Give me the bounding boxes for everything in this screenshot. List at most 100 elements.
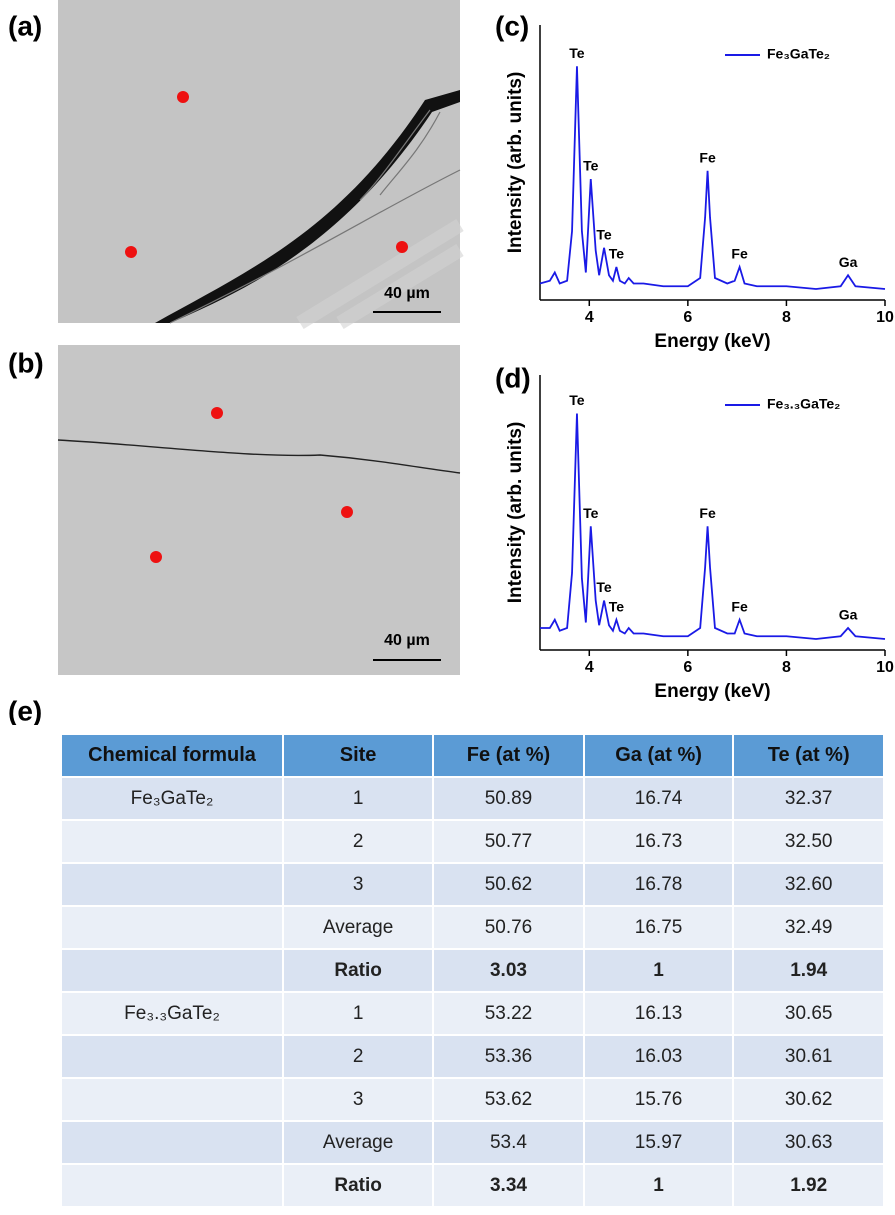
x-axis-label: Energy (keV)	[654, 681, 770, 702]
formula-cell	[59, 1077, 285, 1122]
table-cell: 16.73	[582, 819, 735, 864]
peak-label: Fe	[699, 149, 716, 165]
formula-cell	[59, 905, 285, 950]
table-row: 2 53.36 16.03 30.61	[59, 1034, 885, 1079]
table-row: 2 50.77 16.73 32.50	[59, 819, 885, 864]
x-tick-label: 6	[683, 659, 692, 676]
table-cell: 16.13	[582, 991, 735, 1036]
table-cell: 30.65	[732, 991, 885, 1036]
peak-label: Ga	[839, 254, 858, 270]
table-cell: 16.75	[582, 905, 735, 950]
formula-cell	[59, 862, 285, 907]
panel-label: (e)	[8, 695, 42, 725]
formula-cell	[59, 1120, 285, 1165]
table-row: 3 53.62 15.76 30.62	[59, 1077, 885, 1122]
table-cell: 16.78	[582, 862, 735, 907]
table-cell: 53.4	[432, 1120, 585, 1165]
peak-label: Te	[596, 226, 612, 242]
peak-label: Fe	[731, 598, 748, 614]
spectrum-line	[539, 66, 886, 290]
peak-label: Te	[583, 505, 599, 521]
peak-label: Ga	[839, 607, 858, 623]
table-cell: 50.76	[432, 905, 585, 950]
table-cell: 32.50	[732, 819, 885, 864]
x-tick-label: 10	[876, 309, 894, 326]
table-row: Ratio 3.34 1 1.92	[59, 1163, 885, 1208]
table-cell: 3.34	[432, 1163, 585, 1208]
table-cell: Average	[282, 1120, 435, 1165]
table-cell: 15.76	[582, 1077, 735, 1122]
table-cell: 30.61	[732, 1034, 885, 1079]
table-cell: 2	[282, 1034, 435, 1079]
table-cell: 3	[282, 1077, 435, 1122]
header-cell: Ga (at %)	[582, 733, 735, 778]
table-cell: 32.37	[732, 776, 885, 821]
header-cell: Chemical formula	[59, 733, 285, 778]
table-cell: 50.62	[432, 862, 585, 907]
legend-label: Fe₃GaTe₂	[767, 46, 830, 62]
table-cell: 1.92	[732, 1163, 885, 1208]
peak-label: Te	[569, 392, 585, 408]
spectrum-line	[540, 413, 886, 640]
peak-label: Te	[583, 158, 599, 174]
formula-cell: Fe₃GaTe₂	[59, 776, 285, 821]
table-row: Ratio 3.03 1 1.94	[59, 948, 885, 993]
table-cell: 50.77	[432, 819, 585, 864]
table-cell: 50.89	[432, 776, 585, 821]
formula-cell	[59, 1034, 285, 1079]
x-tick-label: 6	[683, 309, 692, 326]
peak-label: Fe	[699, 505, 716, 521]
table-cell: 1	[582, 1163, 735, 1208]
table-cell: 1	[282, 776, 435, 821]
figure: (a) (b) (c) (d) (e) 40 µm 40 µm 4 6 8 10 Ene…	[8, 0, 894, 725]
table-row: Fe₃GaTe₂ 1 50.89 16.74 32.37	[59, 776, 885, 821]
table-cell: 30.62	[732, 1077, 885, 1122]
y-axis-label: Intensity (arb. units)	[505, 72, 526, 254]
table-row: Fe₃.₃GaTe₂ 1 53.22 16.13 30.65	[59, 991, 885, 1036]
formula-cell	[59, 1163, 285, 1208]
table-cell: 1	[582, 948, 735, 993]
table-cell: 2	[282, 819, 435, 864]
table-row: Average 50.76 16.75 32.49	[59, 905, 885, 950]
table-cell: 16.03	[582, 1034, 735, 1079]
table-cell: 53.22	[432, 991, 585, 1036]
scale-bar-label: 40 µm	[384, 285, 430, 302]
x-tick-label: 4	[585, 309, 594, 326]
x-tick-label: 8	[782, 309, 791, 326]
table-row: 3 50.62 16.78 32.60	[59, 862, 885, 907]
table-cell: 32.60	[732, 862, 885, 907]
peak-label: Te	[609, 598, 625, 614]
header-cell: Te (at %)	[732, 733, 885, 778]
peak-label: Fe	[731, 246, 748, 262]
table-cell: 1	[282, 991, 435, 1036]
y-axis-label: Intensity (arb. units)	[505, 422, 526, 604]
peak-label: Te	[596, 579, 612, 595]
table-cell: Ratio	[282, 948, 435, 993]
sem-image: 40 µm	[57, 345, 461, 675]
table-cell: 53.62	[432, 1077, 585, 1122]
panel-label: (c)	[495, 10, 529, 41]
table-cell: 3	[282, 862, 435, 907]
table-cell: 30.63	[732, 1120, 885, 1165]
table-cell: 3.03	[432, 948, 585, 993]
table-cell: Ratio	[282, 1163, 435, 1208]
table-row: Average 53.4 15.97 30.63	[59, 1120, 885, 1165]
table-cell: 53.36	[432, 1034, 585, 1079]
peak-label: Te	[569, 45, 585, 61]
panel-label: (d)	[495, 362, 531, 393]
header-row: Chemical formula Site Fe (at %) Ga (at %) Te…	[59, 733, 885, 778]
formula-cell	[59, 948, 285, 993]
legend-label: Fe₃.₃GaTe₂	[767, 396, 840, 412]
composition-table: Chemical formula Site Fe (at %) Ga (at %) Te…	[59, 733, 885, 1208]
scale-bar-label: 40 µm	[384, 632, 430, 649]
formula-cell: Fe₃.₃GaTe₂	[59, 991, 285, 1036]
table-cell: Average	[282, 905, 435, 950]
table-cell: 16.74	[582, 776, 735, 821]
table-cell: 15.97	[582, 1120, 735, 1165]
header-cell: Site	[282, 733, 435, 778]
panel-label: (b)	[8, 347, 44, 378]
sem-image: 40 µm	[58, 0, 464, 329]
peak-label: Te	[609, 246, 625, 262]
formula-cell	[59, 819, 285, 864]
